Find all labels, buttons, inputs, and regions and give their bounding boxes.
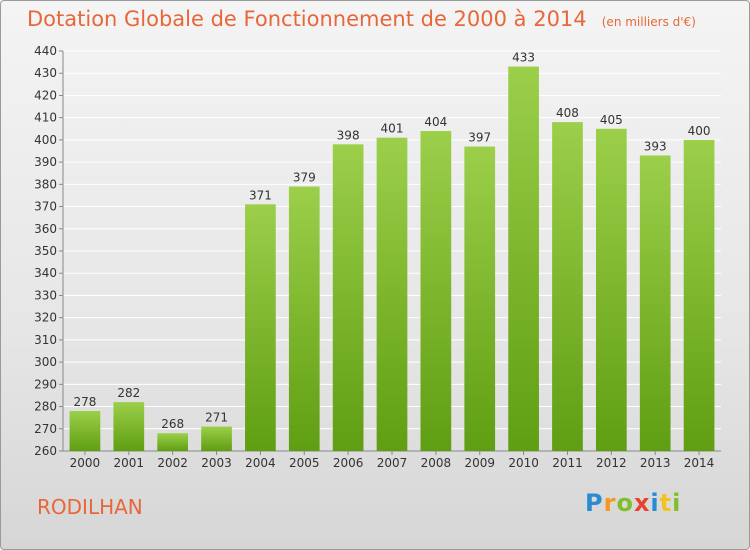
- logo-letter: P: [585, 489, 604, 517]
- logo-letter: t: [659, 489, 673, 517]
- bars-group: [69, 66, 715, 452]
- x-tick-label: 2003: [201, 456, 232, 470]
- y-tick-label: 370: [34, 200, 57, 214]
- bar: [288, 186, 320, 452]
- x-tick-label: 2013: [640, 456, 671, 470]
- bar: [376, 137, 408, 451]
- bar: [464, 146, 496, 452]
- x-tick-label: 2000: [70, 456, 101, 470]
- x-tick-label: 2005: [289, 456, 320, 470]
- x-tick-label: 2008: [421, 456, 452, 470]
- bar: [639, 155, 671, 451]
- logo-letter: o: [616, 489, 634, 517]
- commune-name: RODILHAN: [37, 495, 143, 519]
- x-tick-label: 2012: [596, 456, 627, 470]
- y-tick-label: 340: [34, 266, 57, 280]
- x-tick-label: 2014: [684, 456, 715, 470]
- logo-letter: i: [650, 489, 660, 517]
- bar: [69, 411, 101, 451]
- bar: [245, 204, 276, 451]
- x-tick-label: 2009: [464, 456, 495, 470]
- y-tick-label: 420: [34, 88, 57, 102]
- bar: [201, 426, 232, 451]
- y-tick-label: 410: [34, 111, 57, 125]
- data-label: 401: [381, 122, 404, 136]
- chart-title-text: Dotation Globale de Fonctionnement de 20…: [27, 7, 587, 31]
- x-tick-label: 2006: [333, 456, 364, 470]
- data-labels: 278 282 268 271 371 379 398 401 404 397 433 408 405 3…: [73, 51, 710, 432]
- data-label: 398: [337, 128, 360, 142]
- x-tick-label: 2011: [552, 456, 583, 470]
- data-label: 379: [293, 171, 316, 185]
- data-label: 404: [424, 115, 447, 129]
- x-axis-ticks: 2000 2001 2002 2003 2004 2005 2006 2007 2008 2009…: [70, 451, 715, 470]
- data-label: 397: [468, 131, 491, 145]
- data-label: 405: [600, 113, 623, 127]
- y-tick-label: 270: [34, 422, 57, 436]
- bar: [595, 128, 627, 451]
- y-tick-label: 320: [34, 311, 57, 325]
- data-label: 400: [688, 124, 711, 138]
- logo-letter: x: [633, 489, 651, 517]
- bar: [332, 144, 364, 452]
- x-tick-label: 2002: [157, 456, 188, 470]
- data-label: 278: [73, 395, 96, 409]
- data-label: 393: [644, 139, 667, 153]
- bar: [508, 66, 539, 452]
- y-tick-label: 400: [34, 133, 57, 147]
- logo-letter: i: [672, 489, 682, 517]
- data-label: 371: [249, 188, 272, 202]
- bar: [552, 122, 583, 451]
- chart-title: Dotation Globale de Fonctionnement de 20…: [27, 7, 696, 31]
- x-tick-label: 2004: [245, 456, 276, 470]
- y-tick-label: 260: [34, 444, 57, 458]
- y-tick-label: 350: [34, 244, 57, 258]
- y-tick-label: 290: [34, 377, 57, 391]
- data-label: 433: [512, 51, 535, 65]
- y-axis-ticks: 260 270 280 290 300 310 320 330 340 350 360 370 380 3…: [34, 44, 721, 458]
- bar: [157, 433, 189, 451]
- y-tick-label: 440: [34, 44, 57, 58]
- y-tick-label: 330: [34, 288, 57, 302]
- y-tick-label: 380: [34, 177, 57, 191]
- y-tick-label: 390: [34, 155, 57, 169]
- chart-unit: (en milliers d'€): [601, 15, 696, 29]
- data-label: 271: [205, 411, 228, 425]
- y-tick-label: 430: [34, 66, 57, 80]
- proxiti-logo: Proxiti: [585, 489, 681, 517]
- y-tick-label: 310: [34, 333, 57, 347]
- bar: [420, 131, 452, 451]
- y-tick-label: 360: [34, 222, 57, 236]
- logo-letter: r: [603, 489, 617, 517]
- x-tick-label: 2010: [508, 456, 539, 470]
- y-tick-label: 300: [34, 355, 57, 369]
- bar: [683, 139, 715, 451]
- bar: [113, 402, 145, 451]
- data-label: 268: [161, 417, 184, 431]
- x-tick-label: 2007: [377, 456, 408, 470]
- y-tick-label: 280: [34, 400, 57, 414]
- data-label: 282: [117, 386, 140, 400]
- data-label: 408: [556, 106, 579, 120]
- x-tick-label: 2001: [114, 456, 145, 470]
